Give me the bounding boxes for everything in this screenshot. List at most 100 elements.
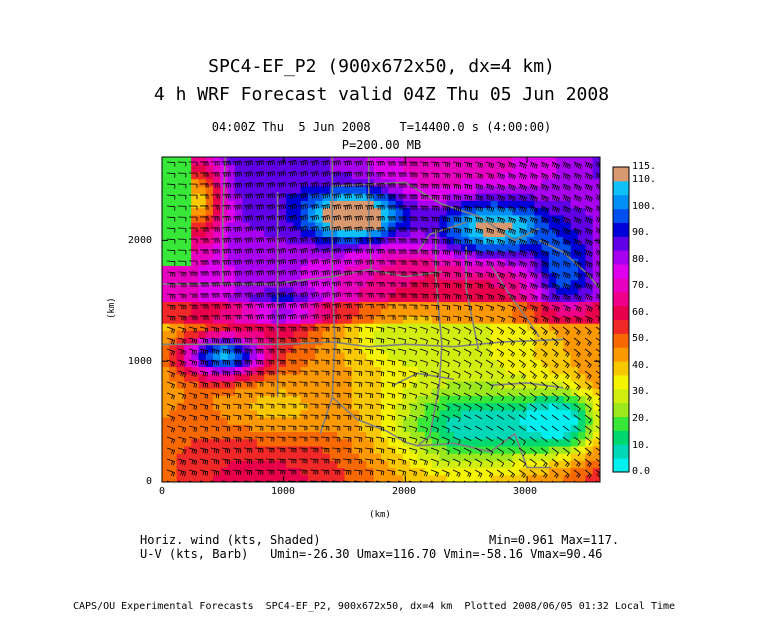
wind-barb [551,183,560,191]
wind-barb [430,403,439,411]
wind-barb [441,194,451,201]
wind-barb [529,183,538,191]
wind-barb [276,326,286,332]
wind-barb [331,248,341,254]
wind-barb [331,370,341,376]
wind-barb [254,292,264,298]
colorbar-segment [613,347,629,362]
wind-barb [243,370,253,376]
wind-barb [397,249,407,254]
wind-barb [496,293,505,301]
wind-barb [474,458,483,467]
wind-barb [364,237,374,243]
wind-barb [210,370,220,377]
wind-barb [441,238,451,245]
colorbar-segment [613,264,629,279]
wind-barb [342,469,352,475]
wind-barb [210,337,220,344]
wind-barb [408,381,418,389]
wind-barb [408,293,418,299]
wind-barb [265,436,275,442]
wind-barb [320,458,330,464]
wind-barb [441,260,451,267]
wind-barb [430,436,439,444]
wind-barb [254,348,264,354]
wind-barb [210,249,220,254]
wind-barb [386,469,396,476]
wind-barb [485,282,495,290]
wind-barb [507,238,516,246]
wind-barb [199,370,209,377]
wind-barb [265,259,275,265]
wind-barb [452,205,462,212]
wind-barb [529,238,538,246]
wind-barb [287,381,297,387]
wind-barb [452,238,462,245]
wind-barb [419,238,429,244]
wind-barb [287,447,297,453]
wind-barb [232,458,242,465]
wind-barb [496,370,505,379]
wind-barb [540,337,548,347]
wind-barb [320,303,330,309]
wind-barb [463,348,472,357]
wind-barb [474,425,483,431]
wind-barb [342,381,352,387]
wind-barb [199,425,209,432]
wind-barb [243,436,253,442]
wind-barb [309,480,319,482]
wind-barb [375,183,385,188]
wind-barb [199,282,209,287]
wind-barb [199,392,209,399]
wind-barb [166,469,175,477]
wind-barb [188,282,198,288]
wind-barb [254,215,264,221]
wind-barb [320,480,330,482]
colorbar-label: 115. [632,161,657,172]
wind-barb [496,326,505,335]
wind-barb [276,292,287,298]
wind-barb [419,326,428,334]
wind-barb [386,183,396,188]
wind-barb [408,271,418,277]
wind-barb [430,370,439,378]
wind-barb [496,436,505,445]
wind-barb [254,403,264,409]
wind-barb [386,282,396,287]
wind-barb [430,315,440,321]
colorbar-segment [613,402,629,418]
wind-barb [496,216,505,224]
wind-barb [353,370,363,376]
wind-barb [507,348,516,357]
wind-barb [584,315,593,323]
wind-barb [254,469,264,475]
wind-barb [529,293,538,301]
wind-barb [573,392,581,402]
wind-barb [177,238,187,244]
wind-barb [243,348,253,354]
wind-barb [551,216,560,224]
credit-line: CAPS/OU Experimental Forecasts SPC4-EF_P… [73,601,676,612]
wind-barb [353,215,363,221]
colorbar-segment [613,458,629,473]
wind-barb [342,370,352,376]
wind-barb [529,425,537,432]
wind-barb [276,337,286,343]
wind-barb [529,326,537,336]
wind-barb [419,480,425,482]
wind-barb [551,282,560,290]
wind-barb [386,227,396,232]
wind-barb [320,469,330,475]
wind-barb [507,359,516,368]
wind-barb [386,161,396,166]
wind-barb [243,326,253,332]
wind-barb [474,293,484,300]
wind-barb [320,182,330,188]
wind-barb [199,414,209,421]
wind-barb [518,227,527,235]
wind-barb [199,403,209,410]
wind-barb [232,237,242,243]
wind-barb [540,436,548,443]
wind-barb [386,205,396,210]
wind-barb [232,314,242,320]
